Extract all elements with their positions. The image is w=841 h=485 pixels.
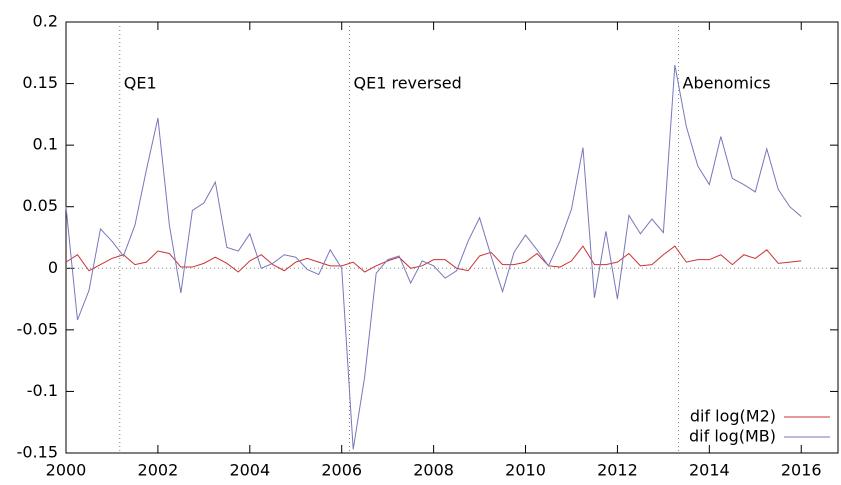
x-tick-label: 2012: [597, 461, 638, 480]
y-tick-label: 0.1: [33, 135, 58, 154]
x-tick-label: 2008: [413, 461, 454, 480]
event-label: Abenomics: [683, 74, 771, 93]
y-tick-label: 0.15: [22, 73, 58, 92]
y-tick-label: 0: [48, 258, 58, 277]
x-tick-label: 2002: [138, 461, 179, 480]
event-label: QE1 reversed: [354, 74, 462, 93]
x-tick-label: 2016: [781, 461, 822, 480]
y-tick-label: -0.15: [17, 443, 58, 462]
x-tick-label: 2000: [46, 461, 87, 480]
y-tick-label: -0.1: [27, 381, 58, 400]
x-tick-label: 2014: [689, 461, 730, 480]
legend-label: dif log(MB): [689, 427, 776, 446]
legend-label: dif log(M2): [690, 407, 776, 426]
y-tick-label: 0.05: [22, 196, 58, 215]
series-line: [65, 245, 802, 273]
x-tick-label: 2006: [321, 461, 362, 480]
x-tick-label: 2010: [505, 461, 546, 480]
x-tick-label: 2004: [229, 461, 270, 480]
event-label: QE1: [124, 74, 157, 93]
plot-frame: [65, 21, 839, 454]
y-tick-label: -0.05: [17, 319, 58, 338]
series-line: [65, 65, 802, 450]
y-tick-label: 0.2: [33, 12, 58, 31]
